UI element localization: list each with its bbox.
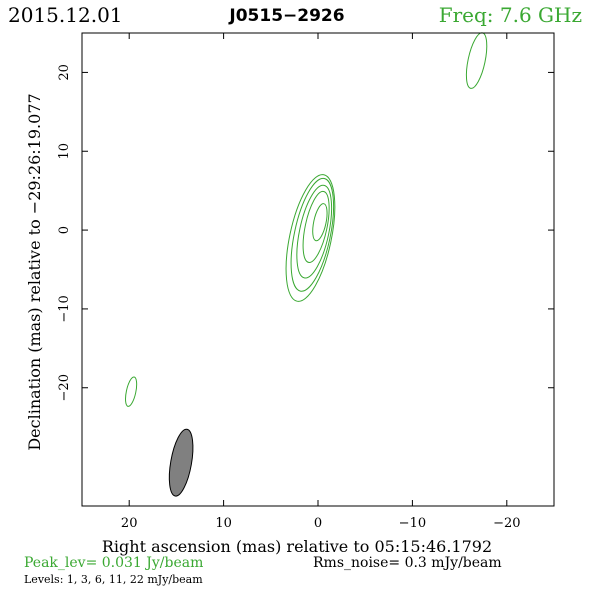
y-tick-label: 20	[57, 64, 72, 81]
contour-level-3	[296, 184, 333, 279]
y-tick-label: −10	[57, 295, 72, 322]
contour-layer	[125, 32, 488, 497]
rms-noise: Rms_noise= 0.3 mJy/beam	[313, 555, 502, 571]
y-tick-label: −20	[57, 374, 72, 401]
peak-level: Peak_lev= 0.031 Jy/beam	[24, 555, 203, 571]
axis-ticks: 20 10 0 −10 −20 20 10 0 −10 −20	[57, 33, 554, 531]
sidelobe-contour-1	[465, 32, 488, 89]
y-tick-label: 0	[57, 226, 72, 234]
x-axis-label: Right ascension (mas) relative to 05:15:…	[102, 537, 492, 556]
x-tick-label: −20	[493, 516, 520, 531]
y-tick-label: 10	[57, 143, 72, 160]
x-tick-label: 0	[314, 516, 322, 531]
y-axis-label: Declination (mas) relative to −29:26:19.…	[25, 93, 44, 450]
x-tick-label: −10	[399, 516, 426, 531]
contour-level-5	[312, 203, 328, 242]
beam-ellipse	[168, 428, 194, 497]
plot-frame	[81, 32, 555, 507]
sidelobe-contour-2	[125, 376, 138, 407]
x-tick-label: 20	[121, 516, 138, 531]
frequency-label: Freq: 7.6 GHz	[439, 3, 582, 27]
observation-date: 2015.12.01	[8, 3, 123, 27]
contour-level-4	[302, 190, 330, 263]
contour-levels: Levels: 1, 3, 6, 11, 22 mJy/beam	[24, 573, 203, 586]
contour-level-2	[290, 177, 335, 292]
x-tick-label: 10	[215, 516, 232, 531]
contour-level-1	[285, 174, 336, 302]
source-name: J0515−2926	[228, 6, 344, 26]
